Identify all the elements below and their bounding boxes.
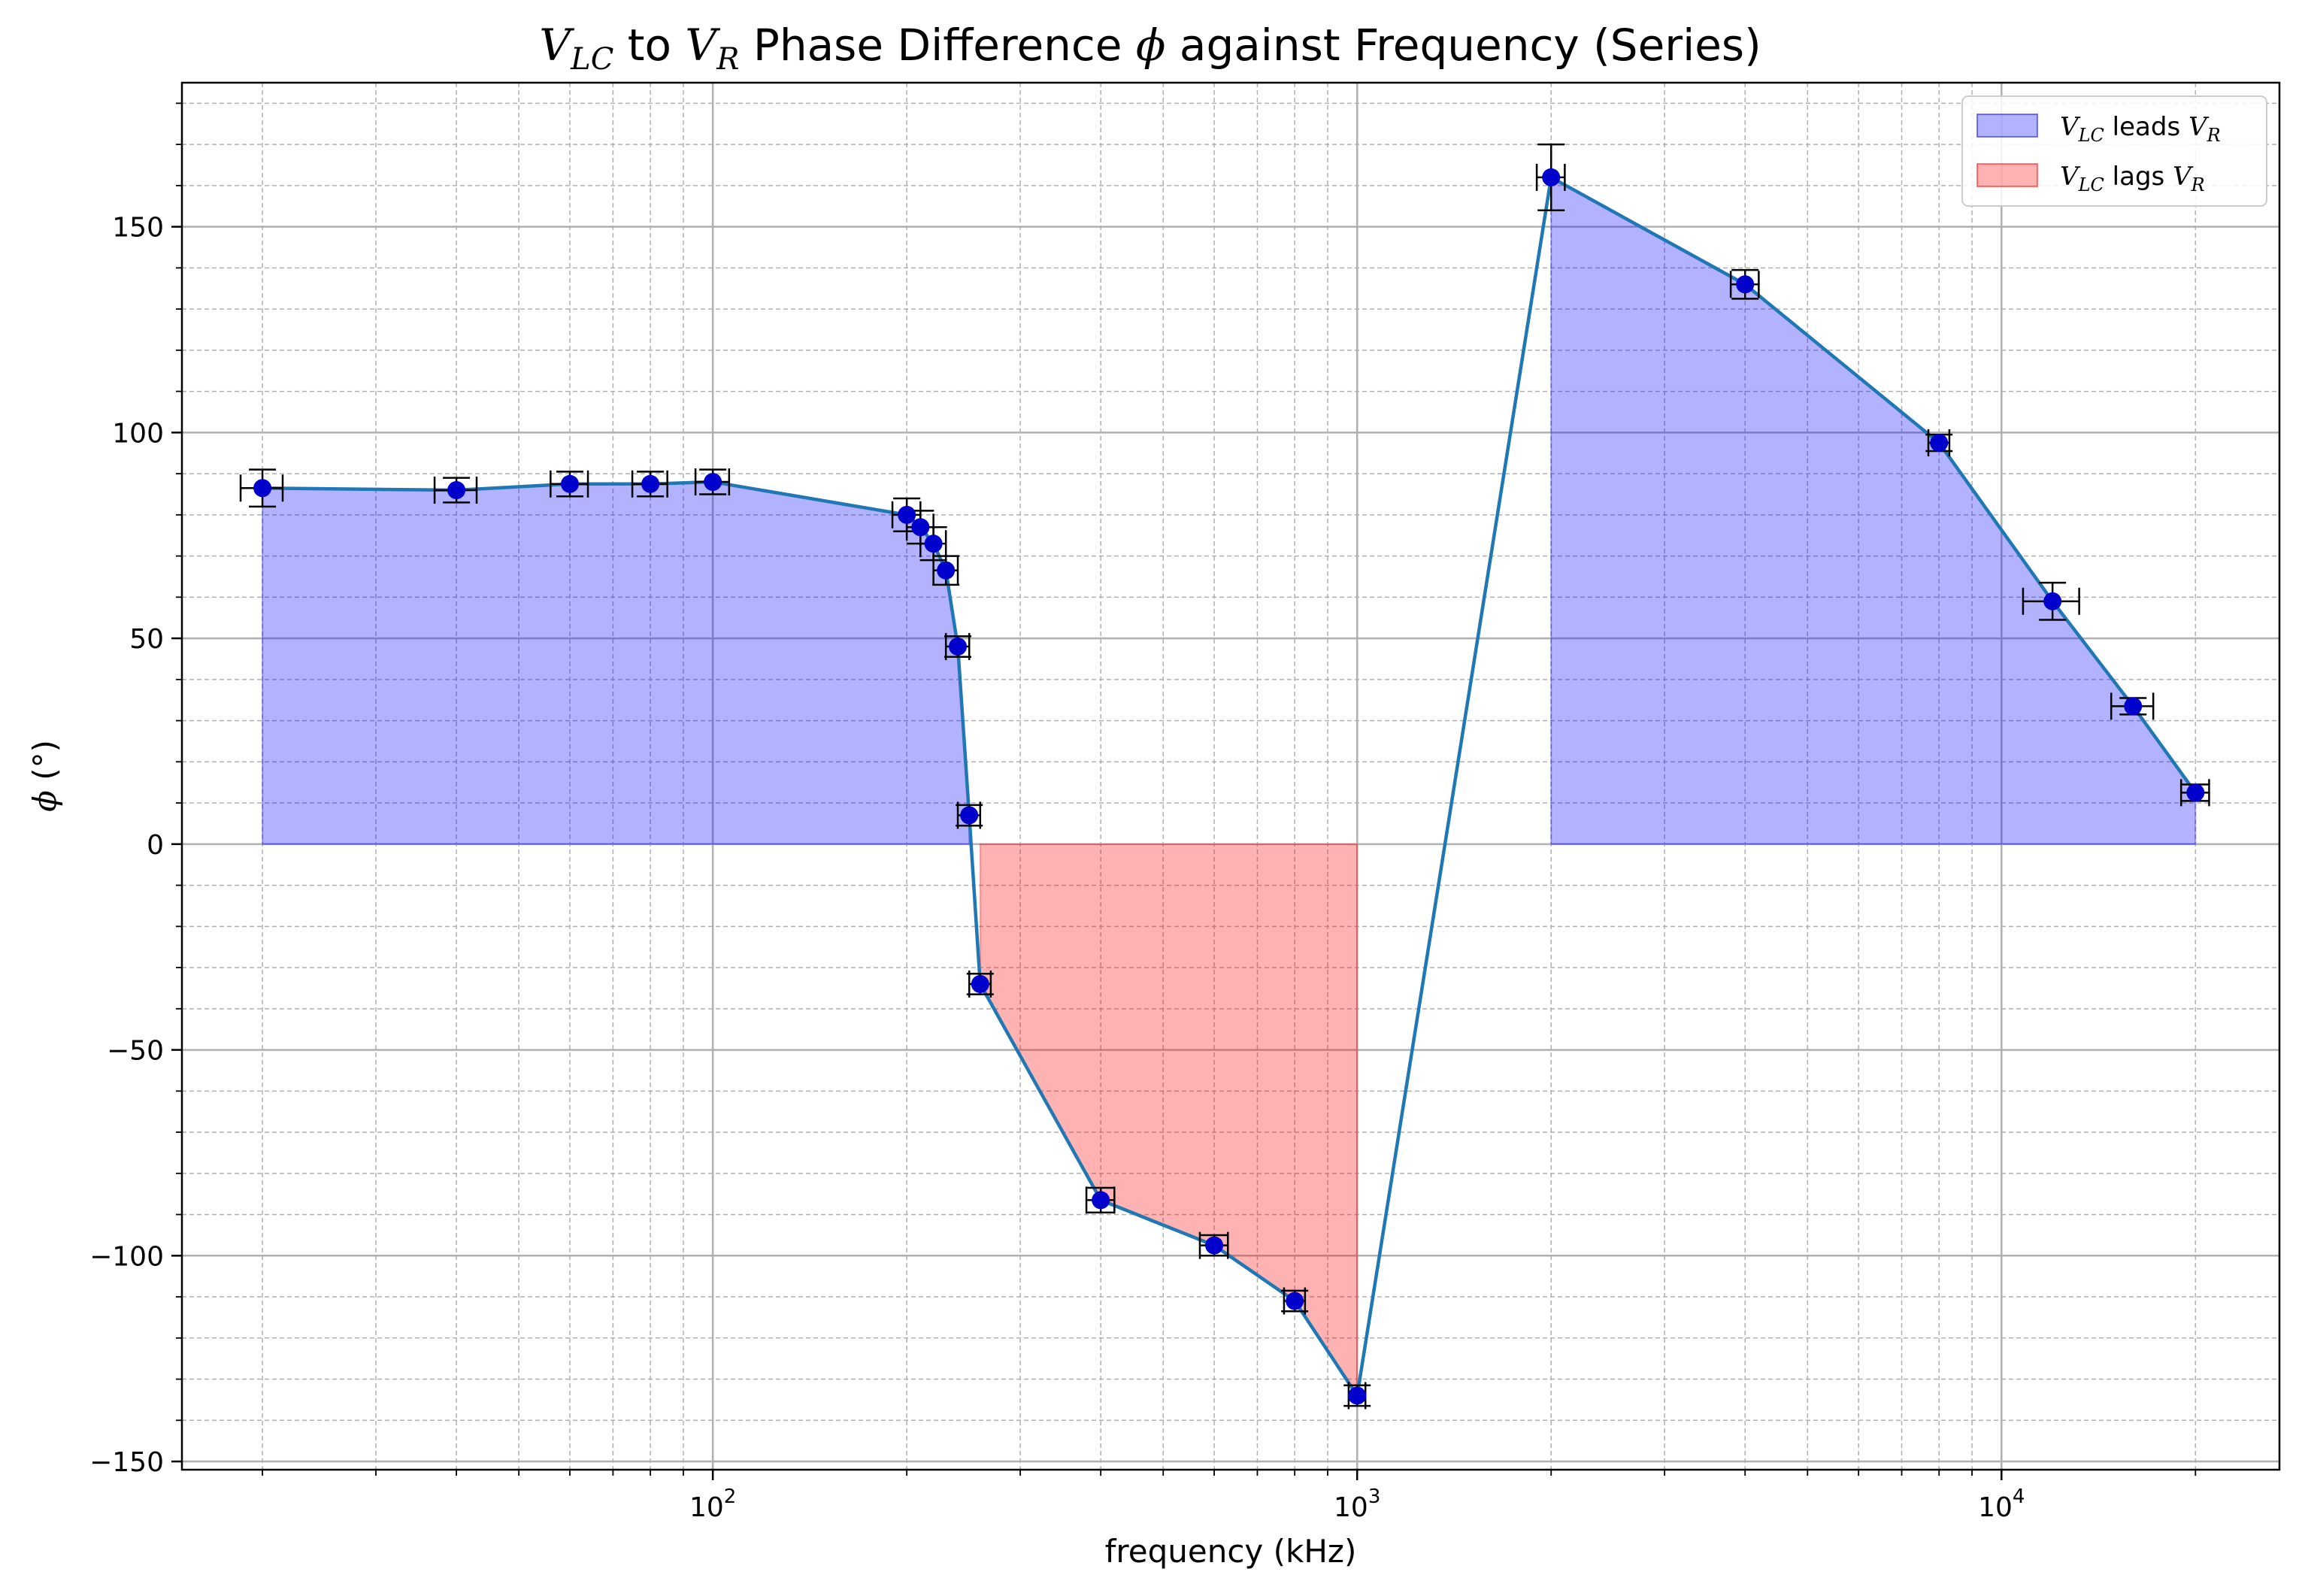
- data-point: [937, 561, 956, 580]
- data-point: [2186, 783, 2205, 802]
- x-tick-label: 102: [689, 1485, 736, 1523]
- data-point: [971, 974, 989, 993]
- data-point: [960, 806, 979, 825]
- y-tick-label: −150: [89, 1447, 164, 1478]
- x-tick-label: 104: [1978, 1485, 2025, 1523]
- x-axis-ticks: 102 103 104: [262, 1470, 2197, 1523]
- data-markers: [253, 168, 2205, 1405]
- minor-grid: [182, 83, 2279, 1470]
- data-point: [1205, 1236, 1224, 1255]
- major-grid: [182, 83, 2279, 1470]
- legend-swatch-leads: [1976, 114, 2038, 138]
- legend: VLC leads VR VLC lags VR: [1961, 95, 2267, 207]
- x-tick-label: 103: [1334, 1485, 1380, 1523]
- data-point: [447, 481, 466, 500]
- data-point: [253, 479, 272, 498]
- y-axis-ticks: −150 −100 −50 0 50 100 150: [89, 102, 182, 1478]
- y-tick-label: 0: [147, 830, 164, 861]
- y-tick-label: 50: [129, 624, 164, 655]
- data-series: [262, 175, 2198, 1398]
- y-axis-label: ϕ (°): [26, 740, 63, 812]
- data-point: [898, 505, 916, 524]
- data-point: [2043, 592, 2062, 610]
- legend-box: [1961, 95, 2267, 207]
- y-tick-label: −50: [107, 1036, 164, 1067]
- data-point: [2124, 697, 2143, 716]
- data-point: [704, 473, 722, 492]
- data-point: [1092, 1191, 1110, 1210]
- series-line: [262, 175, 2198, 1398]
- data-point: [1542, 168, 1561, 186]
- data-point: [911, 518, 930, 537]
- data-point: [1736, 275, 1755, 294]
- x-axis-label: frequency (kHz): [1105, 1533, 1357, 1570]
- data-point: [1930, 434, 1949, 453]
- legend-label-lags: VLC lags VR: [2060, 162, 2205, 195]
- lead-fill-region: [262, 481, 971, 845]
- data-point: [924, 535, 943, 553]
- chart-title: VLC to VR Phase Difference ϕ against Fre…: [539, 20, 1761, 77]
- data-point: [641, 474, 660, 493]
- plot-frame: [180, 81, 2281, 1471]
- y-tick-label: 100: [112, 418, 164, 449]
- y-tick-label: −100: [89, 1241, 164, 1272]
- legend-swatch-lags: [1976, 163, 2038, 187]
- data-point: [1286, 1292, 1304, 1310]
- data-point: [1348, 1386, 1367, 1405]
- data-point: [949, 637, 968, 656]
- y-tick-label: 150: [112, 213, 164, 244]
- legend-label-leads: VLC leads VR: [2060, 112, 2221, 146]
- data-point: [561, 474, 580, 493]
